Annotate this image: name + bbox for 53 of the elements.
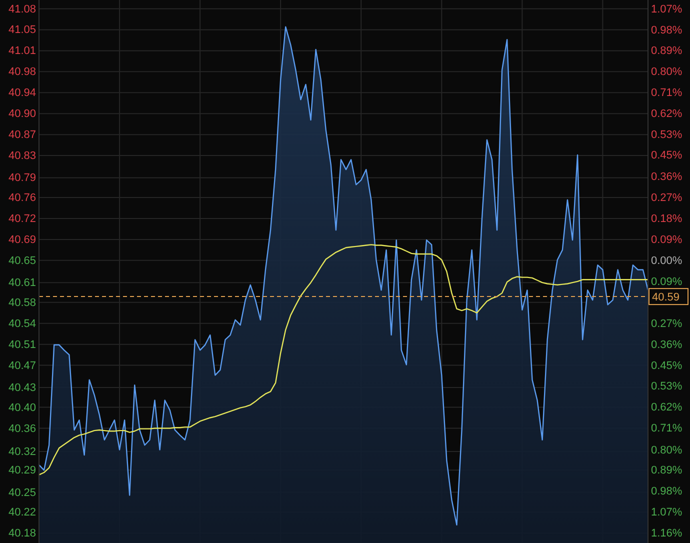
y-tick-label: 41.08 bbox=[8, 3, 36, 16]
y2-tick-label: 0.89% bbox=[651, 45, 682, 58]
y2-tick-label: 0.09% bbox=[651, 276, 682, 288]
y-tick-label: 40.18 bbox=[8, 528, 36, 540]
y2-tick-label: 1.16% bbox=[651, 528, 682, 540]
y-tick-label: 40.58 bbox=[8, 296, 36, 309]
y-tick-label: 40.40 bbox=[8, 402, 36, 414]
y-tick-label: 40.94 bbox=[8, 87, 36, 100]
y-tick-label: 40.51 bbox=[8, 338, 36, 351]
y2-tick-label: 0.89% bbox=[651, 464, 682, 477]
y2-tick-label: 0.00% bbox=[651, 254, 682, 267]
y-tick-label: 41.01 bbox=[8, 45, 36, 58]
ref-line-label: 40.59 bbox=[652, 292, 680, 304]
y-tick-label: 40.72 bbox=[8, 213, 36, 225]
y-tick-label: 41.05 bbox=[8, 24, 36, 36]
y2-tick-label: 0.45% bbox=[651, 150, 682, 162]
y2-tick-label: 0.71% bbox=[651, 87, 682, 100]
y-tick-label: 40.65 bbox=[8, 254, 36, 267]
y-tick-label: 40.29 bbox=[8, 464, 36, 477]
y-tick-label: 40.36 bbox=[8, 422, 36, 435]
y2-tick-label: 0.18% bbox=[651, 212, 682, 225]
y2-tick-label: 0.71% bbox=[651, 422, 682, 435]
y2-tick-label: 0.53% bbox=[651, 380, 682, 393]
y2-tick-label: 0.80% bbox=[651, 444, 682, 457]
y-tick-label: 40.79 bbox=[8, 172, 36, 184]
y2-tick-label: 0.62% bbox=[651, 402, 682, 414]
y-tick-label: 40.98 bbox=[8, 66, 36, 78]
y-tick-label: 40.76 bbox=[8, 192, 36, 204]
y2-tick-label: 0.27% bbox=[651, 192, 682, 204]
y2-tick-label: 0.09% bbox=[651, 234, 682, 246]
y-tick-label: 40.32 bbox=[8, 446, 36, 458]
y2-tick-label: 1.07% bbox=[651, 506, 682, 519]
y2-tick-label: 1.07% bbox=[651, 3, 682, 16]
y-tick-label: 40.43 bbox=[8, 382, 36, 394]
y2-tick-label: 0.36% bbox=[651, 170, 682, 183]
y-tick-label: 40.69 bbox=[8, 234, 36, 246]
y-tick-label: 40.87 bbox=[8, 129, 36, 142]
y2-tick-label: 0.98% bbox=[651, 24, 682, 36]
line-series bbox=[38, 244, 649, 476]
y2-tick-label: 0.27% bbox=[651, 318, 682, 330]
y-tick-label: 40.90 bbox=[8, 108, 36, 120]
y2-tick-label: 0.45% bbox=[651, 360, 682, 372]
y-tick-label: 40.22 bbox=[8, 506, 36, 519]
y-tick-label: 40.83 bbox=[8, 150, 36, 162]
y2-tick-label: 0.62% bbox=[651, 108, 682, 120]
y-tick-label: 40.61 bbox=[8, 277, 36, 290]
y2-tick-label: 0.80% bbox=[651, 66, 682, 78]
y2-tick-label: 0.53% bbox=[651, 129, 682, 142]
y-tick-label: 40.54 bbox=[8, 318, 36, 330]
y2-tick-label: 0.98% bbox=[651, 486, 682, 498]
y-tick-label: 40.25 bbox=[8, 486, 36, 499]
y2-tick-label: 0.36% bbox=[651, 338, 682, 351]
y-tick-label: 40.47 bbox=[8, 360, 36, 372]
